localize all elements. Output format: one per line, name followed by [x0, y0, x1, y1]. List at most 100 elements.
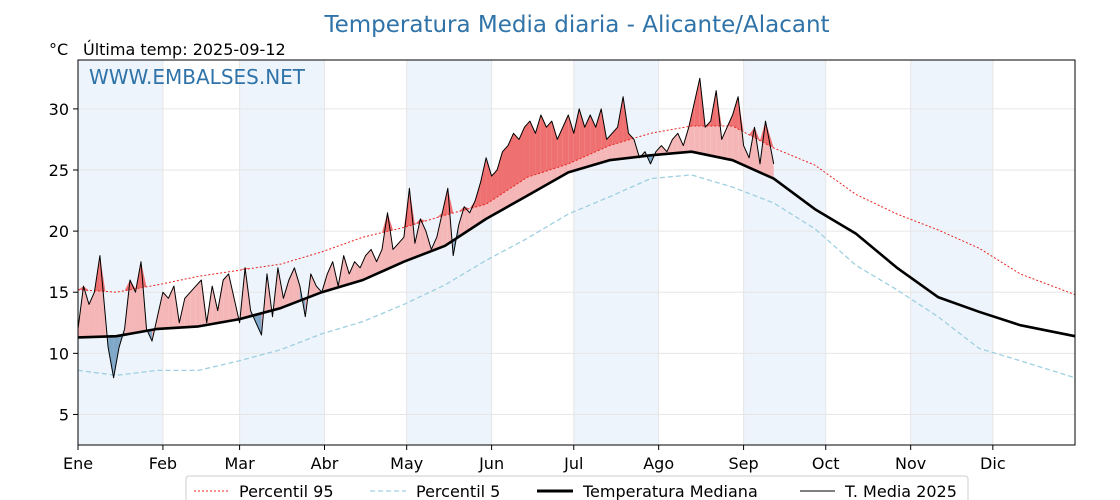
- anomaly-fill-above: [162, 292, 169, 329]
- anomaly-fill-below: [256, 313, 262, 335]
- anomaly-fill-above: [414, 218, 421, 258]
- anomaly-fill-extreme: [518, 127, 525, 183]
- anomaly-fill-above: [392, 243, 399, 267]
- anomaly-fill-extreme: [573, 108, 580, 162]
- chart-title: Temperatura Media diaria - Alicante/Alac…: [323, 12, 829, 38]
- plot-area: 5 10 15 20 25 30 Ene Feb Mar Abr May Jun Jul Ago Sep Oc…: [49, 59, 1076, 473]
- anomaly-fill-extreme: [497, 151, 503, 198]
- anomaly-fill-above: [168, 286, 174, 329]
- month-shade-nov: [910, 60, 993, 445]
- anomaly-fill-extreme: [546, 121, 552, 172]
- anomaly-fill-extreme: [491, 170, 498, 201]
- anomaly-fill-above: [464, 206, 470, 234]
- anomaly-fill-extreme: [382, 212, 388, 233]
- anomaly-fill-extreme: [387, 212, 393, 232]
- plot-frame: [77, 59, 1076, 446]
- anomaly-fill-extreme: [524, 121, 530, 180]
- anomaly-fill-extreme: [513, 133, 519, 187]
- anomaly-fill-above: [469, 200, 476, 230]
- x-tick-label-jul: Jul: [563, 454, 583, 473]
- anomaly-fill-extreme: [469, 200, 476, 209]
- anomaly-fill-above: [212, 286, 218, 324]
- anomaly-fill-extreme: [529, 121, 536, 177]
- anomaly-fill-below: [113, 335, 120, 378]
- anomaly-fill-above: [743, 145, 750, 168]
- y-tick-label-5: 5: [59, 405, 69, 424]
- anomaly-fill-extreme: [99, 255, 106, 292]
- anomaly-fill-above: [310, 273, 317, 297]
- x-tick-label-jun: Jun: [478, 454, 504, 473]
- x-tick-label-may: May: [390, 454, 423, 473]
- anomaly-fill-above: [343, 255, 350, 286]
- legend-current-label: T. Media 2025: [844, 482, 957, 500]
- anomaly-fill-extreme: [508, 133, 514, 190]
- x-tick-label-sep: Sep: [729, 454, 759, 473]
- anomaly-fill-extreme: [562, 115, 569, 166]
- anomaly-fill-above: [223, 273, 229, 323]
- anomaly-fill-above: [458, 206, 465, 237]
- unit-label: °C: [49, 40, 68, 59]
- anomaly-fill-extreme: [765, 121, 774, 148]
- y-tick-label-30: 30: [49, 100, 69, 119]
- anomaly-fill-extreme: [568, 115, 574, 164]
- legend-p95-label: Percentil 95: [239, 482, 334, 500]
- anomaly-fill-extreme: [584, 115, 591, 157]
- legend-median-label: Temperatura Mediana: [582, 482, 758, 500]
- month-shade-ene: [78, 60, 163, 445]
- legend-p5-label: Percentil 5: [416, 482, 500, 500]
- anomaly-fill-above: [294, 267, 300, 303]
- anomaly-fill-above: [228, 273, 235, 322]
- y-tick-label-25: 25: [49, 161, 69, 180]
- anomaly-fill-extreme: [551, 121, 558, 170]
- anomaly-fill-above: [217, 280, 224, 324]
- legend: Percentil 95 Percentil 5 Temperatura Med…: [185, 475, 969, 500]
- anomaly-fill-above: [677, 133, 684, 153]
- anomaly-fill-below: [250, 310, 257, 323]
- anomaly-fill-above: [195, 280, 202, 327]
- watermark: WWW.EMBALSES.NET: [89, 65, 306, 89]
- series-media-2025-line: [77, 77, 775, 379]
- series-percentil-95-line: [77, 125, 1076, 296]
- anomaly-fill-extreme: [606, 133, 613, 147]
- anomaly-fill-above: [327, 261, 333, 291]
- anomaly-fill-above: [420, 218, 426, 256]
- anomaly-fill-above: [130, 280, 136, 334]
- anomaly-fill-extreme: [502, 145, 509, 194]
- y-tick-label-20: 20: [49, 222, 69, 241]
- anomaly-fill-above: [705, 121, 711, 156]
- anomaly-fill-extreme: [540, 115, 547, 173]
- anomaly-fill-above: [83, 286, 89, 338]
- y-tick-label-10: 10: [49, 344, 69, 363]
- legend-box: [185, 475, 969, 500]
- month-shade-sep: [743, 60, 826, 445]
- y-tick-label-15: 15: [49, 283, 69, 302]
- anomaly-fill-above: [157, 292, 163, 329]
- anomaly-fill-above: [371, 249, 377, 277]
- anomaly-fill-extreme: [595, 108, 602, 152]
- last-temp-label: Última temp: 2025-09-12: [83, 40, 286, 59]
- anomaly-fill-above: [398, 237, 404, 265]
- anomaly-fill-extreme: [78, 286, 84, 291]
- anomaly-fill-above: [283, 280, 289, 308]
- x-tick-label-oct: Oct: [812, 454, 840, 473]
- anomaly-fill-extreme: [486, 157, 492, 205]
- anomaly-fill-above: [365, 249, 372, 279]
- series-percentil-5-line: [77, 174, 1076, 379]
- x-tick-label-abr: Abr: [311, 454, 339, 473]
- anomaly-fill-above: [721, 127, 728, 160]
- month-shade-mar: [239, 60, 325, 445]
- anomaly-fill-above: [749, 127, 755, 170]
- anomaly-fill-above: [376, 249, 383, 274]
- anomaly-fill-above: [88, 292, 95, 338]
- month-shade-jul: [573, 60, 659, 445]
- anomaly-fill-extreme: [760, 121, 766, 144]
- x-tick-label-dic: Dic: [980, 454, 1006, 473]
- x-tick-label-mar: Mar: [225, 454, 256, 473]
- anomaly-fill-above: [655, 145, 662, 155]
- anomaly-fill-extreme: [617, 96, 624, 144]
- anomaly-fill-above: [436, 212, 443, 249]
- anomaly-fill-extreme: [579, 108, 585, 159]
- anomaly-fill-extreme: [612, 127, 618, 145]
- anomaly-fill-extreme: [732, 96, 739, 129]
- anomaly-fill-extreme: [403, 188, 410, 228]
